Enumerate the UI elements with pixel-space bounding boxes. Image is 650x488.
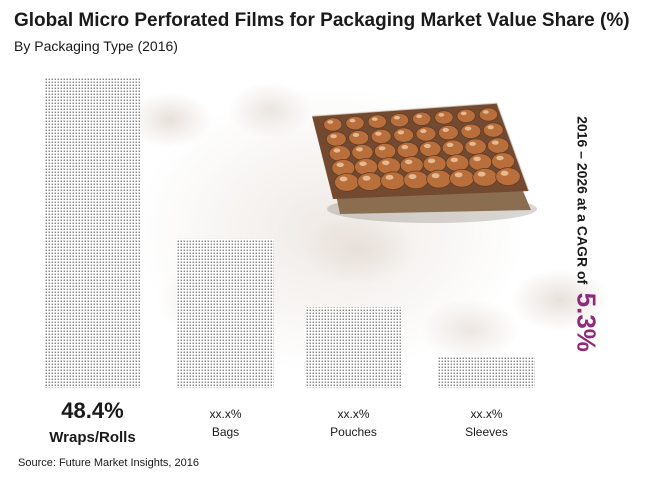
value-label: xx.x% (337, 407, 369, 421)
value-label: xx.x% (209, 407, 241, 421)
chart-title: Global Micro Perforated Films for Packag… (14, 10, 630, 31)
cagr-text: 2016 – 2026 at a CAGR of (574, 116, 591, 285)
value-label: xx.x% (470, 407, 502, 421)
cagr-value: 5.3% (571, 292, 602, 352)
bar-sleeves (438, 356, 535, 388)
bar-wraps-rolls (45, 78, 140, 389)
bar-pouches (305, 307, 402, 388)
category-label: Wraps/Rolls (49, 429, 135, 446)
category-label: Bags (212, 425, 239, 439)
source-note: Source: Future Market Insights, 2016 (18, 457, 199, 469)
category-label: Pouches (330, 425, 377, 439)
bar-bags (177, 238, 274, 388)
cagr-annotation: 2016 – 2026 at a CAGR of 5.3% (571, 116, 602, 352)
category-label: Sleeves (465, 425, 508, 439)
value-label: 48.4% (61, 398, 123, 423)
chart-subtitle: By Packaging Type (2016) (14, 38, 178, 54)
